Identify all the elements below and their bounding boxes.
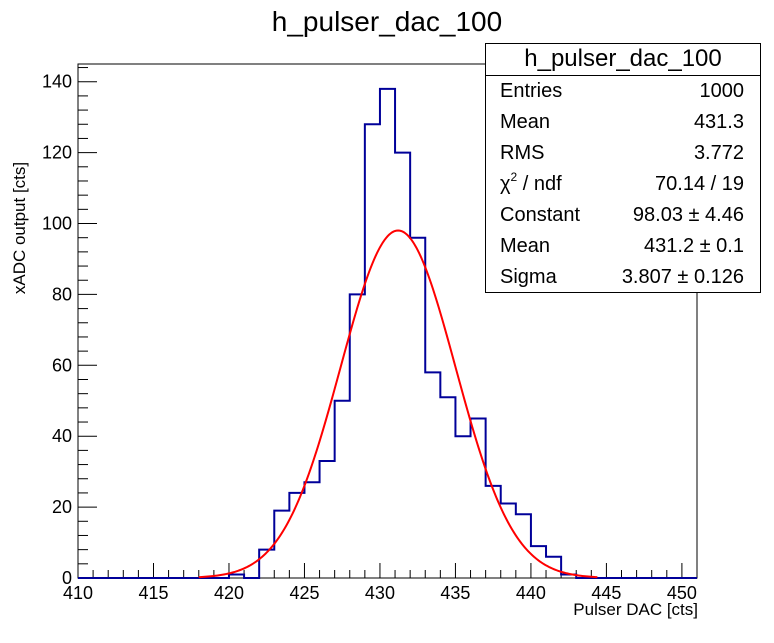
stats-row-constant: Constant 98.03 ± 4.46 (486, 200, 760, 231)
stats-row-chi2: χ2 / ndf 70.14 / 19 (486, 169, 760, 200)
stats-key: Mean (500, 235, 551, 257)
chi-exponent: 2 (510, 170, 518, 184)
y-tick-label: 60 (52, 355, 72, 375)
x-axis-label: Pulser DAC [cts] (573, 600, 698, 619)
stats-key: RMS (500, 142, 545, 164)
x-tick-label: 450 (667, 583, 697, 603)
stats-key: Sigma (500, 266, 557, 288)
chart-title: h_pulser_dac_100 (271, 6, 503, 37)
y-tick-label: 140 (42, 72, 72, 92)
x-tick-label: 435 (440, 583, 470, 603)
x-tick-label: 430 (365, 583, 395, 603)
histogram-series (78, 87, 697, 579)
stats-value: 70.14 / 19 (655, 173, 744, 195)
y-tick-label: 0 (62, 568, 72, 588)
stats-row-sigma: Sigma 3.807 ± 0.126 (486, 262, 760, 293)
x-tick-label: 420 (214, 583, 244, 603)
y-tick-label: 120 (42, 143, 72, 163)
stats-value: 98.03 ± 4.46 (632, 204, 744, 226)
x-tick-label: 425 (289, 583, 319, 603)
gaussian-fit-curve (198, 229, 598, 579)
stats-box-title: h_pulser_dac_100 (486, 44, 760, 76)
x-tick-label: 410 (63, 583, 93, 603)
stats-row-mean: Mean 431.3 (486, 107, 760, 138)
stats-value: 431.3 (693, 111, 744, 133)
plot-frame (77, 63, 698, 579)
x-tick-label: 445 (591, 583, 621, 603)
x-tick-label: 415 (138, 583, 168, 603)
stats-value: 3.772 (693, 142, 744, 164)
stats-key-chi2: χ2 / ndf (500, 169, 562, 200)
stats-box: h_pulser_dac_100 Entries 1000 Mean 431.3… (485, 43, 761, 293)
axis-tick-labels: 410 415 420 425 430 435 440 445 450 0 20 40 60 80 100 1… (42, 72, 697, 603)
stats-key: Entries (500, 80, 563, 102)
ndf-suffix: / ndf (517, 173, 562, 195)
y-axis-label-text: xADC output [cts] (10, 161, 29, 295)
y-tick-label: 40 (52, 426, 72, 446)
y-tick-label: 20 (52, 497, 72, 517)
stats-key: Mean (500, 111, 551, 133)
stats-key: Constant (500, 204, 581, 226)
stats-value: 1000 (699, 80, 745, 102)
chi-symbol: χ (500, 173, 511, 195)
stats-value: 3.807 ± 0.126 (621, 266, 744, 288)
stats-value: 431.2 ± 0.1 (644, 235, 744, 257)
stats-row-rms: RMS 3.772 (486, 138, 760, 169)
y-tick-label: 80 (52, 284, 72, 304)
x-tick-label: 440 (516, 583, 546, 603)
stats-row-entries: Entries 1000 (486, 76, 760, 107)
y-tick-label: 100 (42, 214, 72, 234)
stats-row-fit-mean: Mean 431.2 ± 0.1 (486, 231, 760, 262)
